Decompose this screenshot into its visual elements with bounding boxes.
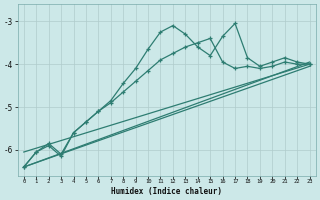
X-axis label: Humidex (Indice chaleur): Humidex (Indice chaleur) [111, 187, 222, 196]
